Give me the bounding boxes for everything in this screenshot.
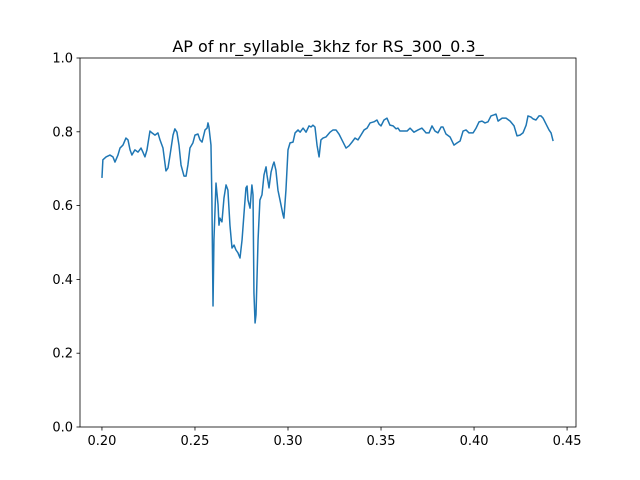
x-tick-label: 0.35 <box>367 434 396 449</box>
y-tick-label: 0.8 <box>52 125 73 140</box>
y-tick-label: 0.6 <box>52 199 73 214</box>
x-tick-label: 0.20 <box>87 434 116 449</box>
x-tick-label: 0.25 <box>181 434 210 449</box>
x-tick-label: 0.40 <box>460 434 489 449</box>
x-tick-label: 0.30 <box>274 434 303 449</box>
y-tick-label: 0.0 <box>52 421 73 436</box>
y-tick-label: 1.0 <box>52 52 73 67</box>
y-tick-label: 0.2 <box>52 347 73 362</box>
data-line <box>101 113 554 324</box>
chart-title: AP of nr_syllable_3khz for RS_300_0.3_ <box>172 37 484 57</box>
y-tick-label: 0.4 <box>52 273 73 288</box>
plot-frame <box>79 57 577 428</box>
x-tick-label: 0.45 <box>553 434 582 449</box>
